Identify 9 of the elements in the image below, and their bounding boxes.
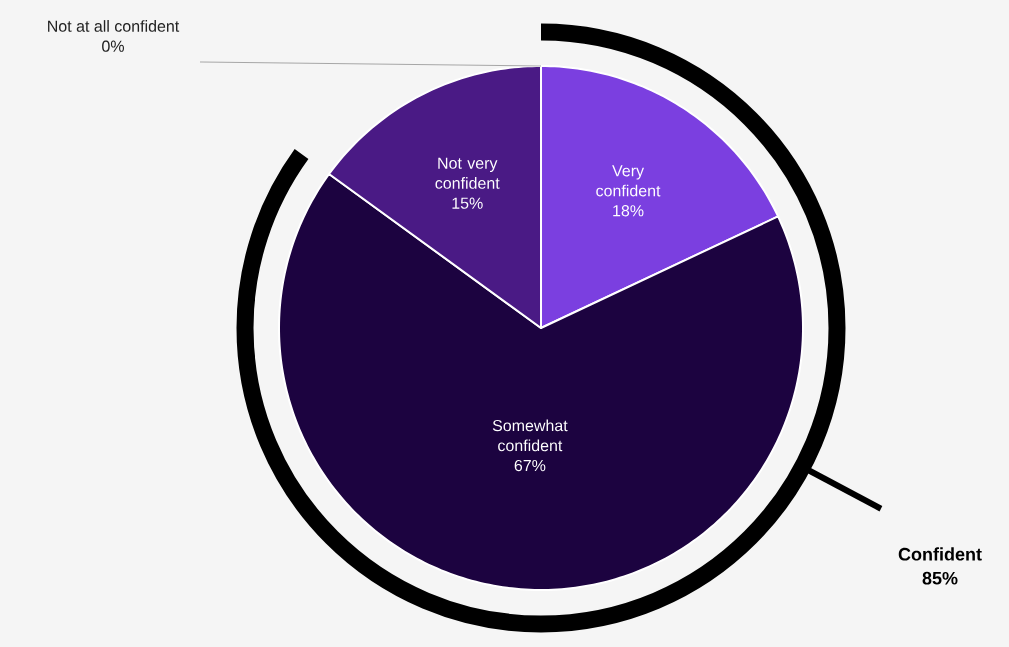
text: Confident 85% (898, 547, 982, 585)
text: 0% (102, 40, 124, 52)
data-label: 15% (452, 197, 483, 209)
slice-label: Not very confident (435, 157, 500, 189)
data-label: 67% (514, 459, 546, 472)
category-label: Not at all confident (48, 20, 180, 32)
slice-label: Somewhat confident (492, 419, 568, 452)
data-label: 18% (613, 205, 644, 217)
slice-label: Very confident (596, 165, 661, 197)
